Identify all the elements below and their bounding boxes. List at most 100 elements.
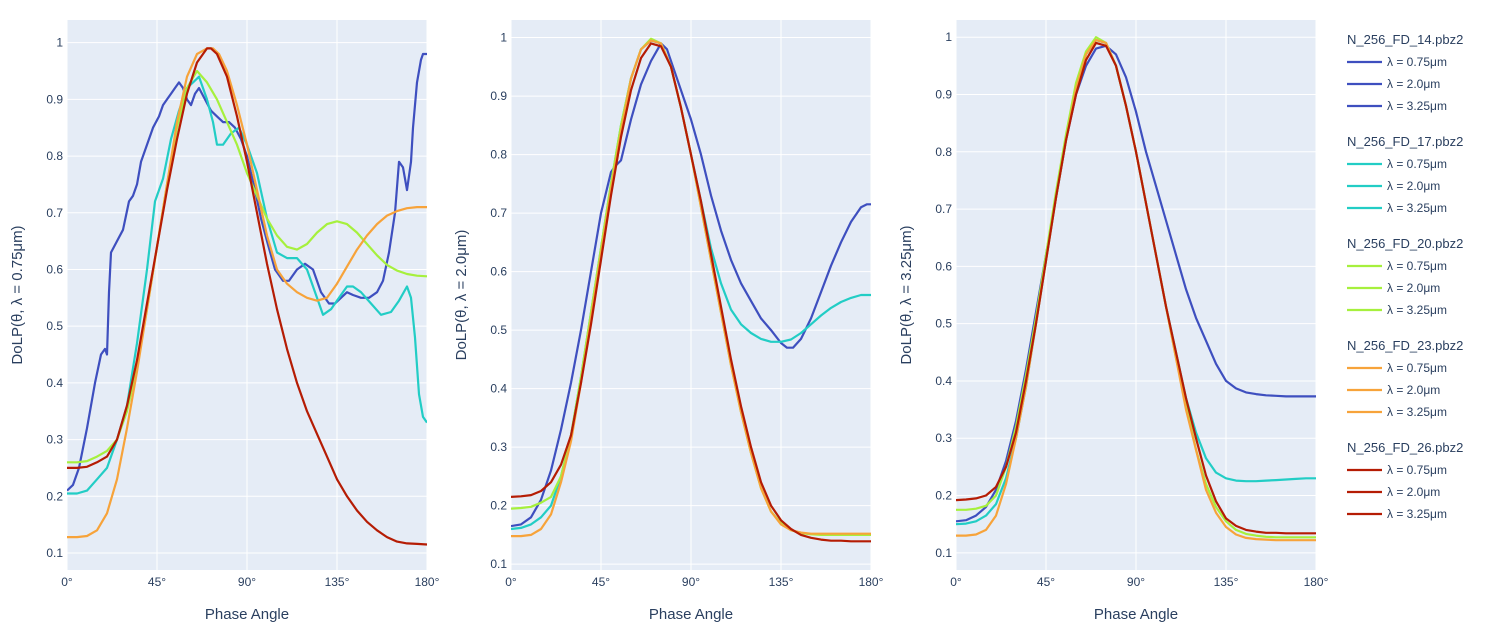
series-line-n-256-fd-20-pbz2[interactable] bbox=[67, 69, 427, 464]
y-tick-label: 0.1 bbox=[935, 546, 952, 560]
legend-group[interactable]: N_256_FD_20.pbz2 λ = 0.75μm λ = 2.0μm λ = 3… bbox=[1347, 236, 1463, 317]
subplot-3: 0° 45° 90° 135° 180° 0.1 0.2 0.3 0.4 0.5 0.6 0.7 0.8… bbox=[898, 20, 1329, 623]
y-tick-label: 0.3 bbox=[46, 433, 63, 447]
legend-item[interactable]: λ = 0.75μm bbox=[1347, 463, 1447, 477]
legend-group[interactable]: N_256_FD_17.pbz2 λ = 0.75μm λ = 2.0μm λ = 3… bbox=[1347, 134, 1463, 215]
legend-item-label: λ = 0.75μm bbox=[1387, 361, 1447, 375]
y-tick-label: 0.9 bbox=[490, 89, 507, 103]
legend-item[interactable]: λ = 2.0μm bbox=[1347, 383, 1440, 397]
x-tick-label: 0° bbox=[505, 575, 517, 589]
y-tick-label: 0.2 bbox=[46, 489, 63, 503]
legend-item-label: λ = 0.75μm bbox=[1387, 259, 1447, 273]
x-axis-title: Phase Angle bbox=[1094, 606, 1178, 623]
y-axis-title: DoLP(θ, λ = 0.75μm) bbox=[9, 225, 26, 364]
y-tick-label: 0.5 bbox=[490, 323, 507, 337]
y-tick-label: 0.4 bbox=[935, 374, 952, 388]
subplot-1: 0° 45° 90° 135° 180° 0.1 0.2 0.3 0.4 0.5 0.6 0.7 0.8… bbox=[9, 20, 440, 623]
series-line-n-256-fd-14-pbz2[interactable] bbox=[67, 52, 427, 492]
y-tick-label: 0.8 bbox=[935, 145, 952, 159]
legend-group-title: N_256_FD_23.pbz2 bbox=[1347, 338, 1463, 353]
y-tick-label: 0.3 bbox=[935, 431, 952, 445]
y-tick-label: 1 bbox=[56, 36, 63, 50]
x-tick-label: 0° bbox=[950, 575, 962, 589]
y-tick-label: 0.8 bbox=[490, 148, 507, 162]
series-line-n-256-fd-14-pbz2[interactable] bbox=[956, 44, 1316, 523]
y-tick-label: 0.4 bbox=[46, 376, 63, 390]
legend-item-label: λ = 2.0μm bbox=[1387, 179, 1440, 193]
legend-item-label: λ = 2.0μm bbox=[1387, 77, 1440, 91]
legend-item-label: λ = 3.25μm bbox=[1387, 99, 1447, 113]
legend-item[interactable]: λ = 0.75μm bbox=[1347, 259, 1447, 273]
series-group bbox=[956, 36, 1316, 542]
series-group bbox=[67, 47, 427, 546]
legend[interactable]: N_256_FD_14.pbz2 λ = 0.75μm λ = 2.0μm λ = 3… bbox=[1347, 32, 1463, 521]
legend-item[interactable]: λ = 2.0μm bbox=[1347, 179, 1440, 193]
legend-item[interactable]: λ = 2.0μm bbox=[1347, 281, 1440, 295]
y-tick-label: 0.4 bbox=[490, 382, 507, 396]
y-tick-label: 0.5 bbox=[46, 319, 63, 333]
series-line-n-256-fd-23-pbz2[interactable] bbox=[67, 47, 427, 539]
legend-group[interactable]: N_256_FD_26.pbz2 λ = 0.75μm λ = 2.0μm λ = 3… bbox=[1347, 440, 1463, 521]
legend-item-label: λ = 0.75μm bbox=[1387, 463, 1447, 477]
legend-item-label: λ = 2.0μm bbox=[1387, 485, 1440, 499]
legend-group-title: N_256_FD_20.pbz2 bbox=[1347, 236, 1463, 251]
y-tick-label: 0.9 bbox=[935, 87, 952, 101]
y-axis-title: DoLP(θ, λ = 2.0μm) bbox=[453, 230, 470, 361]
series-line-n-256-fd-26-pbz2[interactable] bbox=[67, 47, 427, 546]
x-tick-label: 45° bbox=[592, 575, 610, 589]
series-line-n-256-fd-26-pbz2[interactable] bbox=[511, 42, 871, 543]
legend-item[interactable]: λ = 0.75μm bbox=[1347, 55, 1447, 69]
y-tick-label: 0.3 bbox=[490, 440, 507, 454]
y-tick-label: 0.7 bbox=[46, 206, 63, 220]
legend-item-label: λ = 0.75μm bbox=[1387, 157, 1447, 171]
y-axis-title: DoLP(θ, λ = 3.25μm) bbox=[898, 225, 915, 364]
legend-item-label: λ = 0.75μm bbox=[1387, 55, 1447, 69]
legend-item[interactable]: λ = 3.25μm bbox=[1347, 405, 1447, 419]
y-tick-label: 0.6 bbox=[490, 265, 507, 279]
legend-item[interactable]: λ = 2.0μm bbox=[1347, 485, 1440, 499]
legend-group[interactable]: N_256_FD_23.pbz2 λ = 0.75μm λ = 2.0μm λ = 3… bbox=[1347, 338, 1463, 419]
y-tick-label: 0.7 bbox=[490, 206, 507, 220]
series-line-n-256-fd-14-pbz2[interactable] bbox=[511, 42, 871, 528]
x-tick-label: 180° bbox=[1304, 575, 1329, 589]
series-group bbox=[511, 37, 871, 543]
subplot-2: 0° 45° 90° 135° 180° 0.1 0.2 0.3 0.4 0.5 0.6 0.7 0.8… bbox=[453, 20, 884, 623]
legend-group[interactable]: N_256_FD_14.pbz2 λ = 0.75μm λ = 2.0μm λ = 3… bbox=[1347, 32, 1463, 113]
legend-item-label: λ = 3.25μm bbox=[1387, 201, 1447, 215]
series-line-n-256-fd-26-pbz2[interactable] bbox=[956, 41, 1316, 535]
y-tick-label: 0.2 bbox=[935, 489, 952, 503]
legend-item[interactable]: λ = 3.25μm bbox=[1347, 507, 1447, 521]
y-tick-label: 0.7 bbox=[935, 202, 952, 216]
series-line-n-256-fd-17-pbz2[interactable] bbox=[67, 75, 427, 495]
y-tick-label: 0.2 bbox=[490, 499, 507, 513]
legend-group-title: N_256_FD_17.pbz2 bbox=[1347, 134, 1463, 149]
legend-item[interactable]: λ = 2.0μm bbox=[1347, 77, 1440, 91]
y-tick-label: 0.6 bbox=[935, 259, 952, 273]
x-tick-label: 180° bbox=[859, 575, 884, 589]
y-tick-label: 1 bbox=[500, 31, 507, 45]
subplots: 0° 45° 90° 135° 180° 0.1 0.2 0.3 0.4 0.5 0.6 0.7 0.8… bbox=[9, 20, 1329, 623]
x-axis-title: Phase Angle bbox=[649, 606, 733, 623]
legend-group-title: N_256_FD_14.pbz2 bbox=[1347, 32, 1463, 47]
legend-item[interactable]: λ = 3.25μm bbox=[1347, 99, 1447, 113]
y-tick-label: 0.8 bbox=[46, 149, 63, 163]
x-tick-label: 135° bbox=[1214, 575, 1239, 589]
legend-item-label: λ = 3.25μm bbox=[1387, 303, 1447, 317]
y-tick-label: 0.5 bbox=[935, 317, 952, 331]
y-tick-label: 0.1 bbox=[490, 557, 507, 571]
x-tick-label: 135° bbox=[769, 575, 794, 589]
legend-item[interactable]: λ = 0.75μm bbox=[1347, 361, 1447, 375]
legend-item[interactable]: λ = 3.25μm bbox=[1347, 201, 1447, 215]
legend-item[interactable]: λ = 3.25μm bbox=[1347, 303, 1447, 317]
y-tick-label: 0.1 bbox=[46, 546, 63, 560]
x-tick-label: 90° bbox=[238, 575, 256, 589]
y-tick-label: 0.6 bbox=[46, 262, 63, 276]
x-tick-label: 90° bbox=[1127, 575, 1145, 589]
x-tick-label: 45° bbox=[148, 575, 166, 589]
legend-item[interactable]: λ = 0.75μm bbox=[1347, 157, 1447, 171]
legend-item-label: λ = 2.0μm bbox=[1387, 383, 1440, 397]
legend-item-label: λ = 3.25μm bbox=[1387, 405, 1447, 419]
legend-group-title: N_256_FD_26.pbz2 bbox=[1347, 440, 1463, 455]
y-tick-label: 1 bbox=[945, 30, 952, 44]
y-tick-label: 0.9 bbox=[46, 92, 63, 106]
